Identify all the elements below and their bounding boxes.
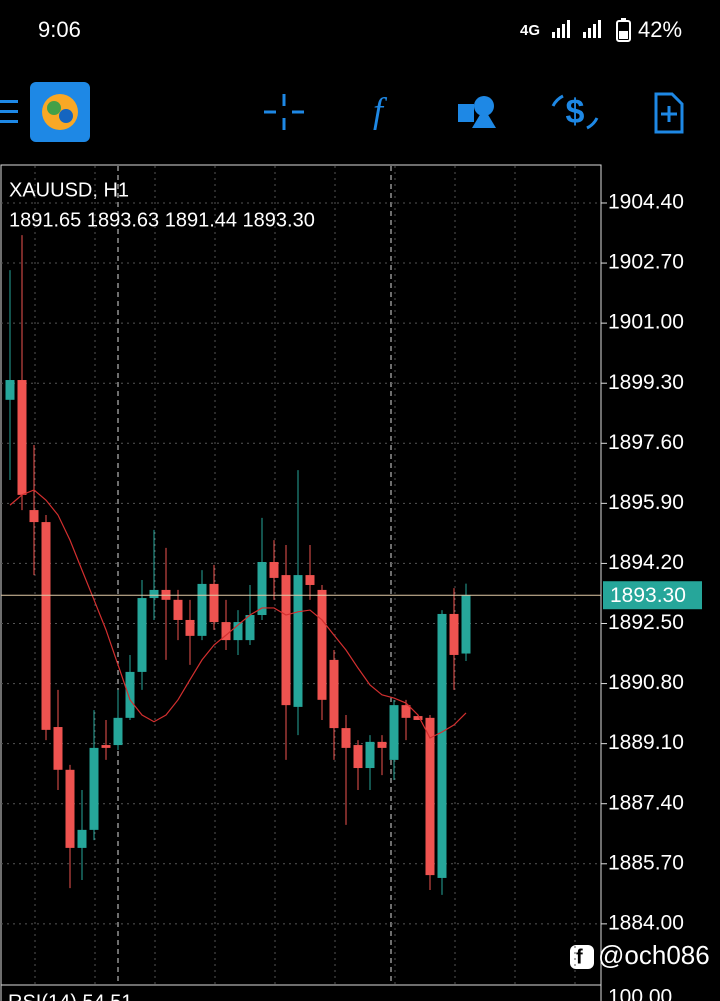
battery-icon	[616, 18, 631, 42]
svg-text:$: $	[566, 93, 585, 131]
candle-body	[293, 575, 303, 707]
candle-body	[341, 728, 351, 748]
candle-body	[461, 595, 471, 654]
candle-body	[113, 717, 123, 746]
candle-body	[29, 510, 39, 523]
candle-body	[257, 562, 267, 616]
candle-body	[197, 583, 207, 636]
y-tick-label: 1890.80	[608, 671, 684, 694]
y-tick-label: 1902.70	[608, 251, 684, 274]
candle-body	[353, 745, 363, 769]
watermark: f @och086	[570, 940, 710, 970]
chart	[0, 164, 602, 1001]
chart-frame	[0, 164, 602, 1001]
candle-body	[101, 745, 111, 748]
candle-body	[269, 562, 279, 578]
candle-body	[221, 622, 231, 641]
status-network: 4G	[520, 22, 540, 39]
last-price-label: 1893.30	[610, 584, 686, 607]
candle-body	[77, 829, 87, 848]
candle-body	[149, 589, 159, 599]
candle-body	[185, 619, 195, 636]
candle-body	[65, 769, 75, 848]
moving-average	[9, 489, 467, 739]
candle-body	[401, 705, 411, 718]
candle-body	[137, 598, 147, 672]
candle-body	[365, 741, 375, 769]
objects-button[interactable]	[458, 96, 496, 128]
candle-body	[245, 615, 255, 641]
candle-body	[449, 613, 459, 655]
signal-icons	[552, 20, 601, 38]
candle-body	[41, 522, 51, 730]
candle-body	[317, 589, 327, 700]
candle-body	[389, 705, 399, 760]
candle-body	[173, 599, 183, 620]
y-tick-label: 1895.90	[608, 491, 684, 514]
candle-body	[125, 671, 135, 718]
last-price-box	[603, 581, 702, 610]
candle-body	[377, 741, 387, 748]
y-tick-label: 1887.40	[608, 791, 684, 814]
chart-title: XAUUSD, H1	[9, 179, 129, 201]
candle-body	[53, 727, 63, 770]
watermark-text: @och086	[598, 940, 710, 970]
y-tick-label: 1885.70	[608, 851, 684, 874]
candle-body	[425, 717, 435, 876]
status-battery: 42%	[638, 17, 682, 42]
candle-body	[413, 716, 423, 720]
candle-body	[437, 613, 447, 878]
indicator-axis-label: 100.00	[608, 986, 672, 1001]
candle-body	[329, 659, 339, 729]
svg-text:f: f	[576, 946, 583, 968]
candle-body	[89, 747, 99, 830]
y-tick-label: 1897.60	[608, 431, 684, 454]
indicator-label: RSI(14) 54.51	[8, 991, 133, 1001]
candle-body	[281, 575, 291, 706]
candle-body	[233, 622, 243, 641]
y-tick-label: 1889.10	[608, 731, 684, 754]
ohlc-readout: 1891.65 1893.63 1891.44 1893.30	[9, 209, 315, 231]
new-chart-button[interactable]	[654, 92, 684, 134]
candle-body	[17, 380, 27, 495]
trade-button[interactable]: $	[551, 93, 599, 131]
y-tick-label: 1904.40	[608, 191, 684, 214]
app-icon[interactable]	[30, 82, 90, 142]
y-tick-label: 1894.20	[608, 551, 684, 574]
candle-body	[305, 575, 315, 585]
candle-body	[5, 380, 15, 400]
candle-body	[209, 583, 219, 623]
status-time: 9:06	[38, 17, 81, 42]
y-tick-label: 1899.30	[608, 371, 684, 394]
crosshair-button[interactable]	[264, 94, 304, 130]
y-tick-label: 1901.00	[608, 311, 684, 334]
y-tick-label: 1884.00	[608, 911, 684, 934]
menu-button[interactable]	[0, 100, 18, 123]
y-tick-label: 1892.50	[608, 611, 684, 634]
